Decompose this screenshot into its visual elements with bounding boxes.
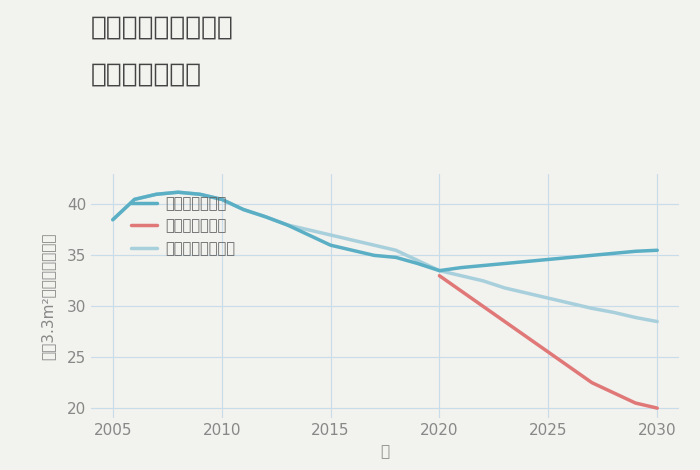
Y-axis label: 坪（3.3m²）単価（万円）: 坪（3.3m²）単価（万円） bbox=[41, 232, 56, 360]
ノーマルシナリオ bbox=[610, 310, 618, 315]
グッドシナリオ bbox=[130, 196, 139, 202]
グッドシナリオ bbox=[152, 191, 160, 197]
グッドシナリオ bbox=[283, 222, 291, 227]
グッドシナリオ bbox=[500, 261, 509, 266]
ノーマルシナリオ bbox=[283, 222, 291, 227]
グッドシナリオ bbox=[566, 255, 574, 260]
グッドシナリオ bbox=[653, 248, 662, 253]
グッドシナリオ bbox=[239, 207, 248, 212]
グッドシナリオ bbox=[196, 191, 204, 197]
グッドシナリオ bbox=[435, 268, 444, 274]
グッドシナリオ bbox=[370, 252, 378, 258]
グッドシナリオ bbox=[261, 214, 270, 219]
Line: ノーマルシナリオ: ノーマルシナリオ bbox=[113, 192, 657, 321]
バッドシナリオ bbox=[631, 400, 640, 406]
Line: グッドシナリオ: グッドシナリオ bbox=[113, 192, 657, 271]
グッドシナリオ bbox=[392, 255, 400, 260]
ノーマルシナリオ bbox=[108, 217, 117, 223]
ノーマルシナリオ bbox=[239, 207, 248, 212]
グッドシナリオ bbox=[108, 217, 117, 223]
バッドシナリオ bbox=[457, 288, 466, 294]
ノーマルシナリオ bbox=[653, 319, 662, 324]
グッドシナリオ bbox=[631, 249, 640, 254]
ノーマルシナリオ bbox=[479, 278, 487, 284]
ノーマルシナリオ bbox=[152, 191, 160, 197]
グッドシナリオ bbox=[522, 258, 531, 264]
バッドシナリオ bbox=[610, 390, 618, 396]
グッドシナリオ bbox=[457, 265, 466, 270]
ノーマルシナリオ bbox=[457, 273, 466, 279]
ノーマルシナリオ bbox=[544, 295, 552, 301]
ノーマルシナリオ bbox=[566, 300, 574, 306]
ノーマルシナリオ bbox=[304, 227, 313, 233]
グッドシナリオ bbox=[218, 196, 226, 202]
バッドシナリオ bbox=[566, 365, 574, 370]
グッドシナリオ bbox=[326, 243, 335, 248]
ノーマルシナリオ bbox=[174, 189, 182, 195]
Line: バッドシナリオ: バッドシナリオ bbox=[440, 276, 657, 408]
ノーマルシナリオ bbox=[414, 258, 422, 263]
グッドシナリオ bbox=[544, 257, 552, 262]
ノーマルシナリオ bbox=[522, 290, 531, 296]
バッドシナリオ bbox=[588, 380, 596, 385]
バッドシナリオ bbox=[500, 319, 509, 324]
ノーマルシナリオ bbox=[261, 214, 270, 219]
ノーマルシナリオ bbox=[130, 196, 139, 202]
ノーマルシナリオ bbox=[348, 237, 356, 243]
バッドシナリオ bbox=[522, 334, 531, 340]
X-axis label: 年: 年 bbox=[380, 444, 390, 459]
グッドシナリオ bbox=[414, 261, 422, 266]
ノーマルシナリオ bbox=[435, 268, 444, 274]
ノーマルシナリオ bbox=[196, 191, 204, 197]
グッドシナリオ bbox=[174, 189, 182, 195]
バッドシナリオ bbox=[653, 405, 662, 411]
グッドシナリオ bbox=[348, 248, 356, 253]
バッドシナリオ bbox=[544, 349, 552, 355]
ノーマルシナリオ bbox=[218, 196, 226, 202]
グッドシナリオ bbox=[610, 251, 618, 256]
ノーマルシナリオ bbox=[392, 248, 400, 253]
グッドシナリオ bbox=[304, 232, 313, 238]
ノーマルシナリオ bbox=[500, 285, 509, 291]
Legend: グッドシナリオ, バッドシナリオ, ノーマルシナリオ: グッドシナリオ, バッドシナリオ, ノーマルシナリオ bbox=[127, 194, 239, 259]
ノーマルシナリオ bbox=[370, 243, 378, 248]
ノーマルシナリオ bbox=[588, 306, 596, 311]
ノーマルシナリオ bbox=[631, 315, 640, 321]
グッドシナリオ bbox=[479, 263, 487, 268]
ノーマルシナリオ bbox=[326, 232, 335, 238]
バッドシナリオ bbox=[479, 304, 487, 309]
バッドシナリオ bbox=[435, 273, 444, 279]
Text: 兵庫県姫路市幸町の: 兵庫県姫路市幸町の bbox=[91, 14, 234, 40]
Text: 土地の価格推移: 土地の価格推移 bbox=[91, 61, 202, 87]
グッドシナリオ bbox=[588, 252, 596, 258]
